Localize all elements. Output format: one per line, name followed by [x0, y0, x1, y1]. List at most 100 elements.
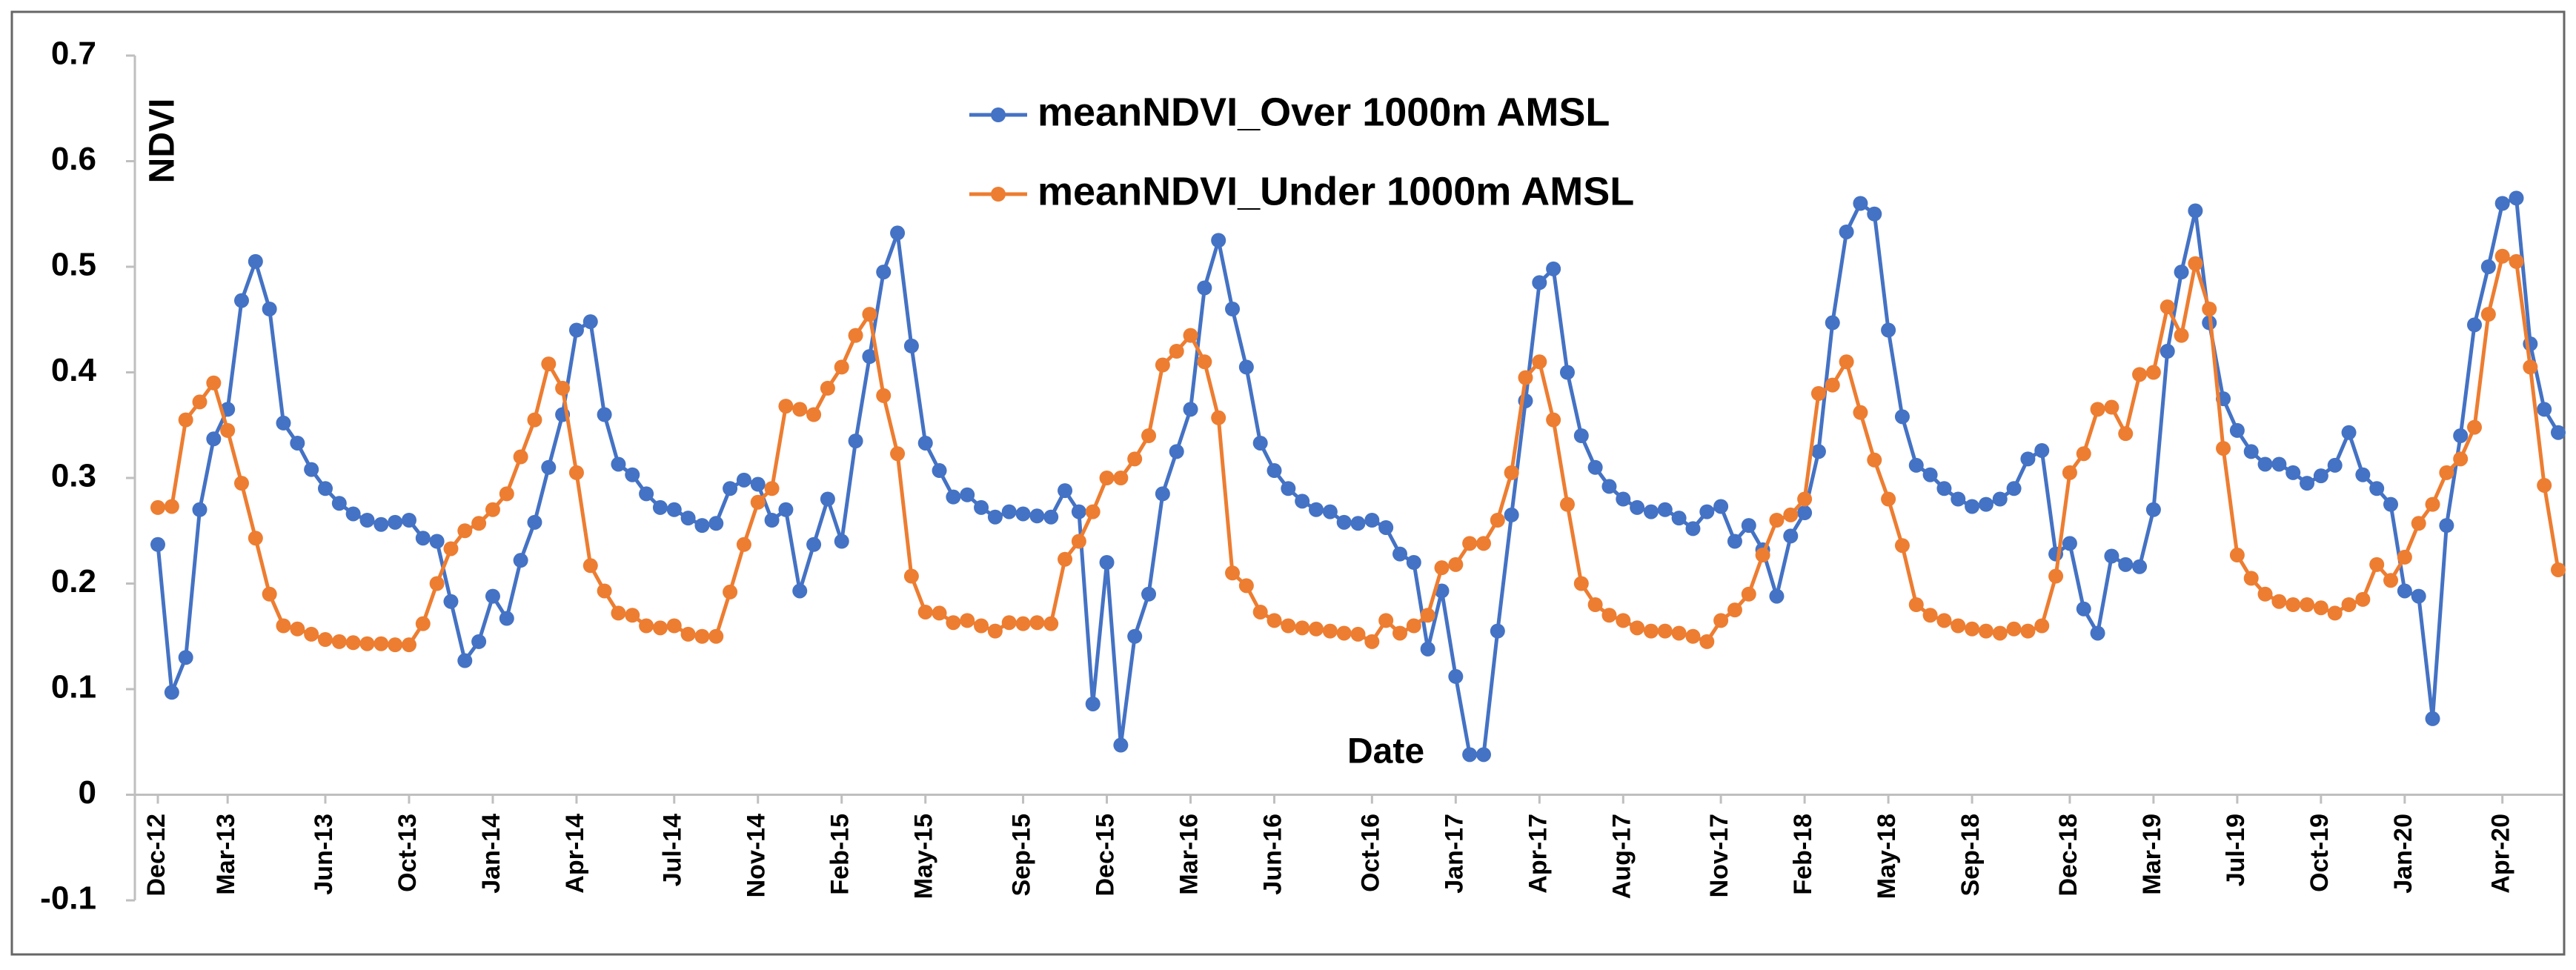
- data-point: [1322, 504, 1338, 519]
- data-point: [2467, 419, 2483, 435]
- x-tick-label: Oct-16: [1356, 814, 1384, 892]
- x-tick-label: Oct-13: [394, 814, 422, 892]
- x-tick-label: May-15: [910, 814, 938, 899]
- data-point: [2076, 601, 2091, 617]
- data-point: [1099, 471, 1115, 485]
- data-point: [1825, 377, 1840, 393]
- x-tick-label: Jan-14: [477, 814, 505, 894]
- data-point: [401, 513, 416, 528]
- data-point: [2132, 559, 2148, 574]
- data-point: [1978, 623, 1994, 639]
- data-point: [987, 509, 1003, 525]
- data-point: [1881, 491, 1896, 507]
- data-point: [1853, 196, 1868, 211]
- data-point: [1978, 496, 1994, 512]
- data-point: [1281, 481, 1296, 496]
- y-tick-label: 0.6: [51, 141, 96, 177]
- data-point: [527, 514, 542, 530]
- data-point: [2313, 468, 2328, 484]
- data-point: [862, 307, 877, 322]
- data-point: [1741, 586, 1756, 602]
- data-point: [2006, 481, 2022, 496]
- data-point: [1001, 504, 1017, 519]
- data-point: [220, 422, 236, 438]
- data-point: [1378, 613, 1394, 628]
- data-point: [1839, 224, 1854, 239]
- data-point: [2020, 451, 2036, 467]
- x-tick-label: Dec-12: [142, 814, 170, 897]
- y-tick-label: 0.7: [51, 36, 96, 72]
- data-point: [2062, 536, 2077, 551]
- data-point: [1281, 618, 1296, 634]
- data-point: [1197, 280, 1212, 296]
- data-point: [1364, 634, 1380, 649]
- data-point: [1965, 621, 1980, 637]
- data-point: [276, 415, 291, 431]
- data-point: [2383, 573, 2399, 588]
- data-point: [1825, 315, 1840, 330]
- data-point: [1071, 504, 1086, 519]
- data-point: [1197, 354, 1212, 370]
- data-point: [764, 513, 780, 528]
- data-point: [1015, 616, 1031, 631]
- data-point: [1169, 344, 1184, 359]
- data-point: [150, 537, 165, 552]
- data-point: [1434, 583, 1450, 599]
- data-point: [2300, 476, 2315, 491]
- data-point: [1183, 328, 1198, 343]
- data-point: [723, 481, 738, 496]
- data-point: [1713, 613, 1729, 628]
- data-point: [1936, 481, 1952, 496]
- data-point: [2453, 451, 2469, 467]
- data-point: [290, 435, 305, 451]
- data-point: [1908, 457, 1924, 473]
- data-point: [290, 621, 305, 637]
- data-point: [388, 637, 403, 653]
- data-point: [2174, 265, 2189, 280]
- legend-marker: [991, 107, 1006, 122]
- data-point: [1392, 546, 1407, 562]
- data-point: [1211, 233, 1226, 248]
- data-point: [555, 380, 571, 396]
- data-point: [1058, 483, 1073, 499]
- x-tick-label: Nov-17: [1705, 814, 1733, 897]
- data-point: [331, 496, 347, 511]
- data-point: [248, 531, 263, 546]
- data-point: [1029, 615, 1045, 631]
- data-point: [2369, 481, 2385, 496]
- data-point: [192, 502, 208, 517]
- data-point: [2480, 259, 2496, 274]
- x-tick-label: Dec-18: [2054, 814, 2082, 897]
- data-point: [2355, 467, 2371, 482]
- data-point: [331, 634, 347, 649]
- data-point: [1616, 491, 1631, 507]
- data-point: [1518, 370, 1533, 385]
- data-point: [2216, 441, 2231, 456]
- data-point: [1741, 518, 1756, 534]
- data-point: [1295, 620, 1310, 636]
- data-point: [1475, 747, 1491, 763]
- data-point: [2271, 594, 2287, 609]
- data-point: [1267, 613, 1282, 628]
- data-point: [848, 328, 863, 343]
- data-point: [1867, 206, 1882, 222]
- x-tick-label: Mar-19: [2138, 814, 2166, 895]
- data-point: [1671, 511, 1687, 526]
- data-point: [778, 502, 794, 517]
- data-point: [625, 608, 640, 623]
- y-tick-label: 0.2: [51, 563, 96, 599]
- data-point: [666, 618, 682, 634]
- data-point: [2104, 548, 2119, 564]
- data-point: [2327, 605, 2343, 621]
- data-point: [1630, 499, 1645, 515]
- data-point: [1713, 499, 1729, 514]
- data-point: [848, 433, 863, 449]
- data-point: [1448, 557, 1464, 572]
- data-point: [1573, 576, 1589, 591]
- data-point: [2453, 428, 2469, 443]
- legend-marker: [991, 187, 1006, 202]
- data-point: [359, 513, 375, 528]
- data-point: [2509, 190, 2524, 206]
- data-point: [499, 611, 514, 626]
- data-point: [443, 541, 459, 557]
